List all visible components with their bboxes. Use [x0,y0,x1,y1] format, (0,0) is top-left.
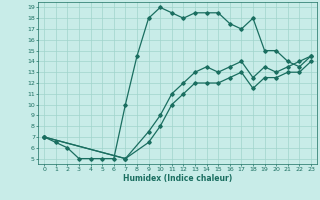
X-axis label: Humidex (Indice chaleur): Humidex (Indice chaleur) [123,174,232,183]
